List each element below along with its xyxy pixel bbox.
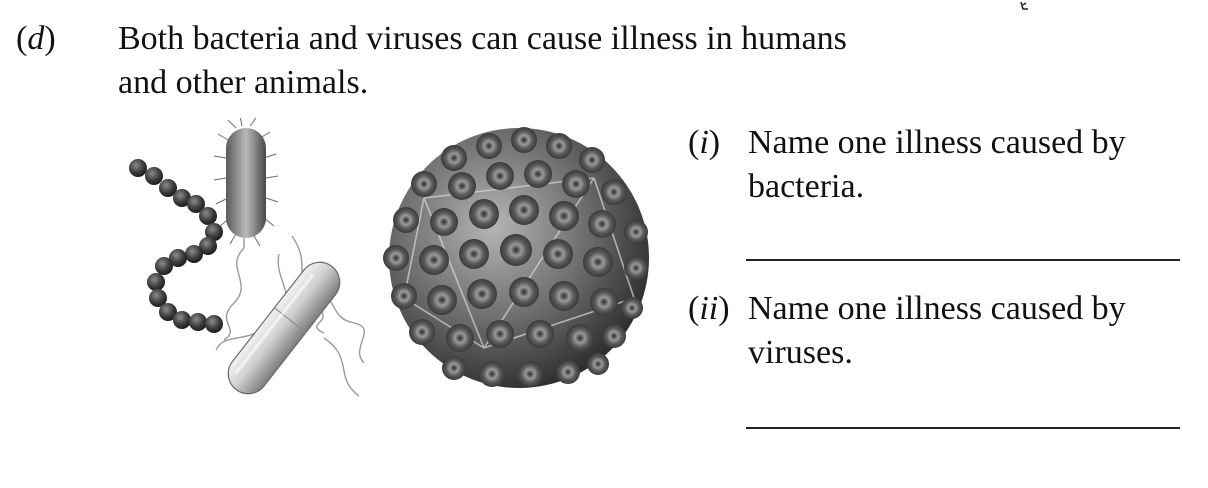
virus-particle: [383, 127, 649, 388]
part-label: (d): [16, 18, 56, 60]
sub-question-ii-letter: ii: [699, 290, 718, 327]
sub-question-i-label: (i): [688, 122, 720, 164]
answer-line-ii[interactable]: [746, 427, 1180, 429]
sub-question-i-letter: i: [699, 124, 708, 161]
sub-question-ii-label: (ii): [688, 288, 730, 330]
question-intro-line-1: Both bacteria and viruses can cause illn…: [118, 18, 847, 60]
sub-question-ii-line-1: Name one illness caused by: [748, 288, 1126, 330]
question-intro-line-2: and other animals.: [118, 62, 368, 104]
bacteria-and-virus-illustration: [124, 118, 656, 402]
sub-question-ii-line-2: viruses.: [748, 332, 853, 374]
rod-bacterium: [214, 118, 278, 248]
part-letter: d: [27, 20, 44, 57]
streptococcus-chain: [129, 159, 223, 333]
crop-mark-icon: [1018, 0, 1034, 16]
sub-question-i-line-1: Name one illness caused by: [748, 122, 1126, 164]
sub-question-i-line-2: bacteria.: [748, 166, 864, 208]
answer-line-i[interactable]: [746, 259, 1180, 261]
